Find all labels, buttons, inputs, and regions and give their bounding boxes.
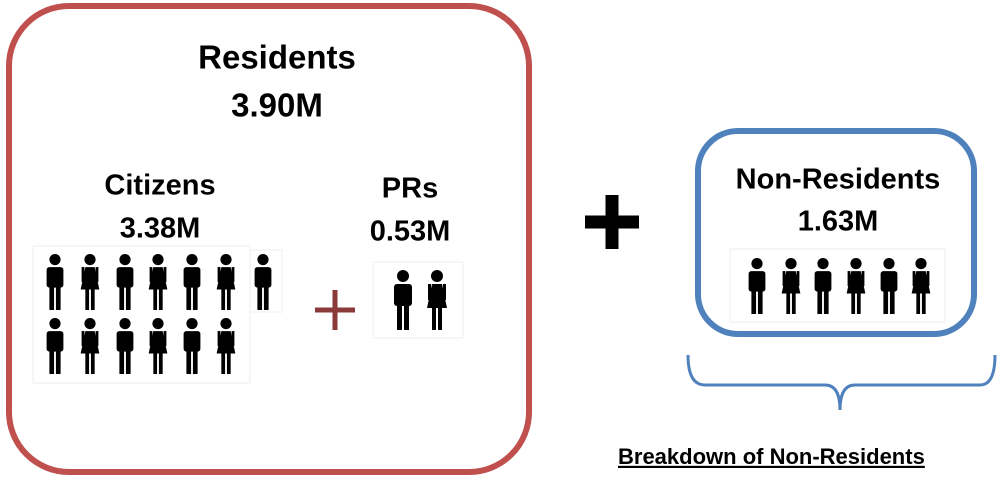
non-residents-value: 1.63M [798,206,879,238]
male-icon [254,254,272,310]
citizens-title: Citizens [104,170,215,202]
female-icon [911,258,931,314]
brace [686,354,997,411]
female-icon [846,258,866,314]
icons [46,254,931,374]
prs-value: 0.53M [370,216,451,248]
citizens-icon-panel [32,245,251,384]
citizens-value: 3.38M [120,213,201,245]
male-icon [748,258,766,314]
female-icon [148,254,168,310]
plus-big [585,195,639,249]
female-icon [427,270,447,330]
female-icon [148,318,168,374]
non-residents-title: Non-Residents [736,164,941,196]
female-icon [80,254,100,310]
female-icon [216,254,236,310]
residents-value: 3.90M [231,87,323,124]
female-icon [216,318,236,374]
male-icon [183,318,201,374]
male-icon [814,258,832,314]
male-icon [46,254,64,310]
male-icon [880,258,898,314]
male-icon [183,254,201,310]
male-icon [116,254,134,310]
female-icon [80,318,100,374]
male-icon [116,318,134,374]
breakdown-label: Breakdown of Non-Residents [618,444,925,469]
prs-icon-panel [372,261,464,339]
female-icon [781,258,801,314]
prs-title: PRs [382,173,438,205]
residents-box [6,3,532,475]
male-icon [394,270,412,330]
plus-small [315,290,355,330]
male-icon [46,318,64,374]
residents-title: Residents [198,39,356,76]
non-residents-icon-panel [729,248,946,323]
